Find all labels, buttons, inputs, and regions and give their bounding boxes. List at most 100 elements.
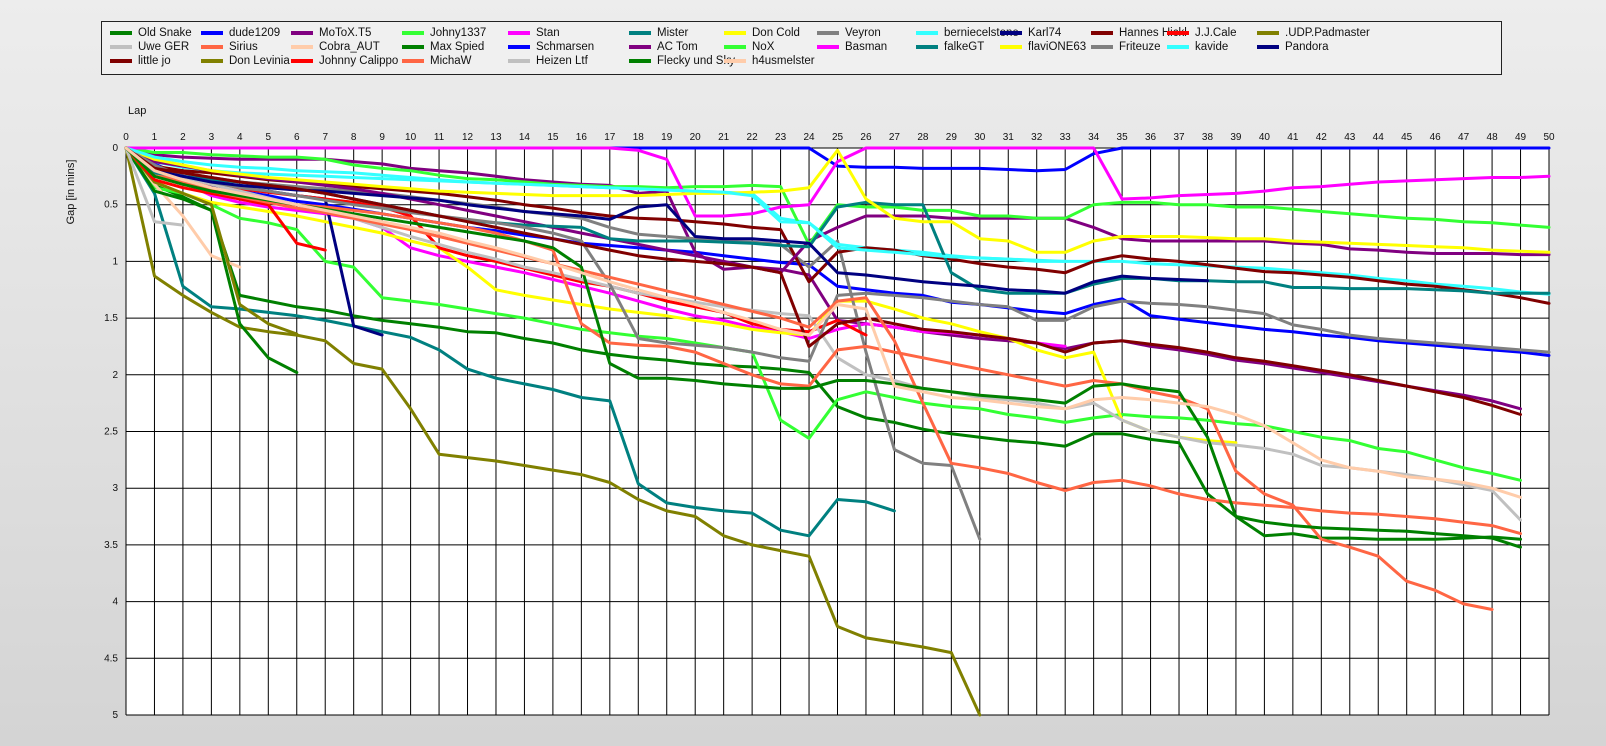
legend-item: falkeGT — [916, 41, 984, 53]
x-tick-label: 26 — [860, 132, 872, 143]
legend-item: h4usmelster — [724, 55, 815, 67]
legend-label: kavide — [1195, 41, 1229, 53]
legend-item: NoX — [724, 41, 774, 53]
y-tick-label: 5 — [112, 710, 118, 721]
x-tick-label: 25 — [832, 132, 844, 143]
legend-item: Hannes Hickl — [1091, 27, 1187, 39]
legend-swatch — [508, 31, 530, 35]
legend-item: kavide — [1167, 41, 1228, 53]
x-tick-label: 45 — [1401, 132, 1413, 143]
x-tick-label: 4 — [237, 132, 243, 143]
x-tick-label: 30 — [974, 132, 986, 143]
series-line-5 — [124, 146, 896, 538]
legend-label: Flecky und Sky — [657, 55, 735, 67]
legend-label: .UDP.Padmaster — [1285, 27, 1370, 39]
series-line-2 — [124, 146, 1522, 411]
legend-swatch — [817, 31, 839, 35]
x-tick-label: 6 — [294, 132, 300, 143]
x-tick-label: 15 — [547, 132, 559, 143]
x-tick-label: 5 — [266, 132, 272, 143]
x-tick-label: 35 — [1117, 132, 1129, 143]
tick-labels: 0 1 2 3 4 5 6 7 8 9 10 11 12 13 14 15 16 17 18 19 20 21 22 23 24… — [104, 132, 1555, 721]
legend-item: Cobra_AUT — [291, 41, 380, 53]
x-tick-label: 9 — [379, 132, 385, 143]
legend-label: falkeGT — [944, 41, 985, 53]
y-tick-label: 2.5 — [104, 427, 118, 438]
legend-label: Schmarsen — [536, 41, 595, 53]
x-tick-label: 3 — [209, 132, 215, 143]
legend-label: flaviONE63 — [1028, 41, 1087, 53]
legend-swatch — [291, 59, 313, 63]
legend-swatch — [201, 59, 223, 63]
y-tick-label: 1 — [112, 256, 118, 267]
x-tick-label: 16 — [576, 132, 588, 143]
legend-item: Veyron — [817, 27, 881, 39]
x-tick-label: 49 — [1515, 132, 1527, 143]
x-tick-label: 13 — [490, 132, 502, 143]
legend-item: Johny1337 — [402, 27, 486, 39]
series-line-3 — [124, 146, 1522, 482]
legend-item: MichaW — [402, 55, 472, 67]
legend-item: Don Levinia — [201, 55, 290, 67]
series-line-8 — [124, 146, 1551, 296]
legend-swatch — [110, 59, 132, 63]
x-tick-label: 22 — [747, 132, 759, 143]
legend-swatch — [817, 45, 839, 49]
x-tick-label: 14 — [519, 132, 531, 143]
series-line-32 — [124, 146, 1522, 499]
x-tick-label: 46 — [1430, 132, 1442, 143]
x-tick-label: 12 — [462, 132, 474, 143]
series-line-12 — [124, 146, 982, 717]
legend-label: Heizen Ltf — [536, 55, 588, 67]
legend-item: Don Cold — [724, 27, 800, 39]
legend-item: Basman — [817, 41, 887, 53]
legend-swatch — [110, 45, 132, 49]
legend-swatch — [402, 59, 424, 63]
legend-swatch — [629, 59, 651, 63]
series-line-30 — [124, 146, 185, 227]
legend-item: Stan — [508, 27, 560, 39]
x-tick-label: 42 — [1316, 132, 1328, 143]
legend-label: Old Snake — [138, 27, 192, 39]
y-tick-label: 4.5 — [104, 653, 118, 664]
legend-item: dude1209 — [201, 27, 280, 39]
x-tick-label: 8 — [351, 132, 357, 143]
legend-label: Uwe GER — [138, 41, 190, 53]
legend-swatch — [291, 31, 313, 35]
x-tick-label: 18 — [633, 132, 645, 143]
series-line-16 — [124, 146, 299, 374]
legend-label: Don Levinia — [229, 55, 290, 67]
legend-item: J.J.Cale — [1167, 27, 1237, 39]
x-axis-title: Lap — [128, 105, 146, 117]
series-line-17 — [124, 146, 1551, 173]
x-tick-label: 48 — [1487, 132, 1499, 143]
legend-swatch — [724, 45, 746, 49]
x-tick-label: 0 — [123, 132, 129, 143]
x-tick-label: 40 — [1259, 132, 1271, 143]
legend-label: Sirius — [229, 41, 258, 53]
legend-swatch — [1091, 45, 1113, 49]
legend-label: Don Cold — [752, 27, 800, 39]
legend-swatch — [201, 45, 223, 49]
x-tick-label: 19 — [661, 132, 673, 143]
legend-swatch — [110, 31, 132, 35]
series-line-24 — [124, 146, 1067, 263]
legend-item: Old Snake — [110, 27, 192, 39]
legend-label: Pandora — [1285, 41, 1329, 53]
legend-item: .UDP.Padmaster — [1257, 27, 1370, 39]
legend-swatch — [291, 45, 313, 49]
legend-swatch — [1167, 31, 1189, 35]
legend-item: Uwe GER — [110, 41, 189, 53]
legend-swatch — [1091, 31, 1113, 35]
series-line-26 — [124, 146, 1522, 416]
x-tick-label: 29 — [946, 132, 958, 143]
legend-label: little jo — [138, 55, 171, 67]
x-tick-label: 38 — [1202, 132, 1214, 143]
legend-label: Veyron — [845, 27, 881, 39]
legend-label: MoToX.T5 — [319, 27, 372, 39]
legend-swatch — [724, 59, 746, 63]
x-tick-label: 27 — [889, 132, 901, 143]
legend-swatch — [1167, 45, 1189, 49]
x-tick-label: 34 — [1088, 132, 1100, 143]
